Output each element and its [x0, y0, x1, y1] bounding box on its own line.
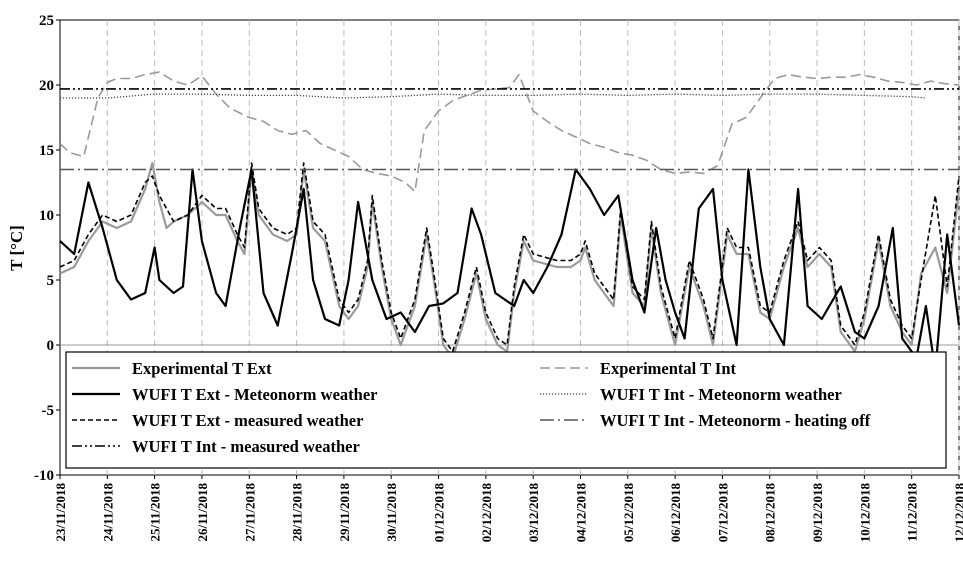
x-tick-label: 25/11/2018: [148, 483, 163, 542]
x-axis-ticks: 23/11/2018 24/11/2018 25/11/2018 26/11/2018…: [53, 475, 963, 542]
series-line-2: [59, 168, 961, 373]
x-tick-label: 27/11/2018: [242, 483, 257, 542]
y-tick-label: 15: [39, 143, 54, 159]
y-tick-label: -5: [42, 403, 55, 419]
x-tick-label: 06/12/2018: [668, 483, 683, 543]
x-tick-label: 02/12/2018: [479, 483, 494, 543]
y-tick-label: 5: [47, 273, 55, 289]
y-tick-label: -10: [34, 468, 54, 484]
x-tick-label: 29/11/2018: [337, 483, 352, 542]
y-axis-label: T [°C]: [7, 225, 26, 271]
y-tick-label: 20: [39, 78, 54, 94]
x-tick-label: 03/12/2018: [526, 483, 541, 543]
x-tick-label: 10/12/2018: [857, 483, 872, 543]
x-tick-label: 24/11/2018: [100, 483, 115, 542]
x-tick-label: 07/12/2018: [715, 483, 730, 543]
x-tick-label: 04/12/2018: [573, 483, 588, 543]
x-tick-label: 23/11/2018: [53, 483, 68, 542]
series-line-4: [59, 162, 960, 353]
x-tick-label: 11/12/2018: [905, 483, 920, 542]
legend-label: WUFI T Int - Meteonorm weather: [600, 385, 842, 404]
legend-label: WUFI T Ext - Meteonorm weather: [132, 385, 377, 404]
legend-label: WUFI T Ext - measured weather: [132, 411, 363, 430]
x-tick-label: 12/12/2018: [952, 483, 963, 543]
x-tick-label: 30/11/2018: [384, 483, 399, 542]
x-tick-label: 26/11/2018: [195, 483, 210, 542]
y-tick-label: 0: [47, 338, 55, 354]
x-tick-label: 09/12/2018: [810, 483, 825, 543]
x-tick-label: 28/11/2018: [290, 483, 305, 542]
series-layer: [59, 71, 961, 373]
legend-label: WUFI T Int - measured weather: [132, 437, 360, 456]
legend-label: Experimental T Int: [600, 359, 736, 378]
x-tick-label: 08/12/2018: [763, 483, 778, 543]
legend: Experimental T Ext Experimental T Int WUFI…: [65, 351, 947, 469]
legend-label: WUFI T Int - Meteonorm - heating off: [600, 411, 871, 430]
y-axis-ticks: -10 -5 0 5 10 15 20 25: [34, 13, 60, 484]
x-tick-label: 01/12/2018: [432, 483, 447, 543]
legend-box: [65, 351, 947, 469]
series-line-0: [59, 161, 961, 360]
y-tick-label: 25: [39, 13, 54, 29]
x-tick-label: 05/12/2018: [621, 483, 636, 543]
legend-label: Experimental T Ext: [132, 359, 272, 378]
y-tick-label: 10: [39, 208, 54, 224]
